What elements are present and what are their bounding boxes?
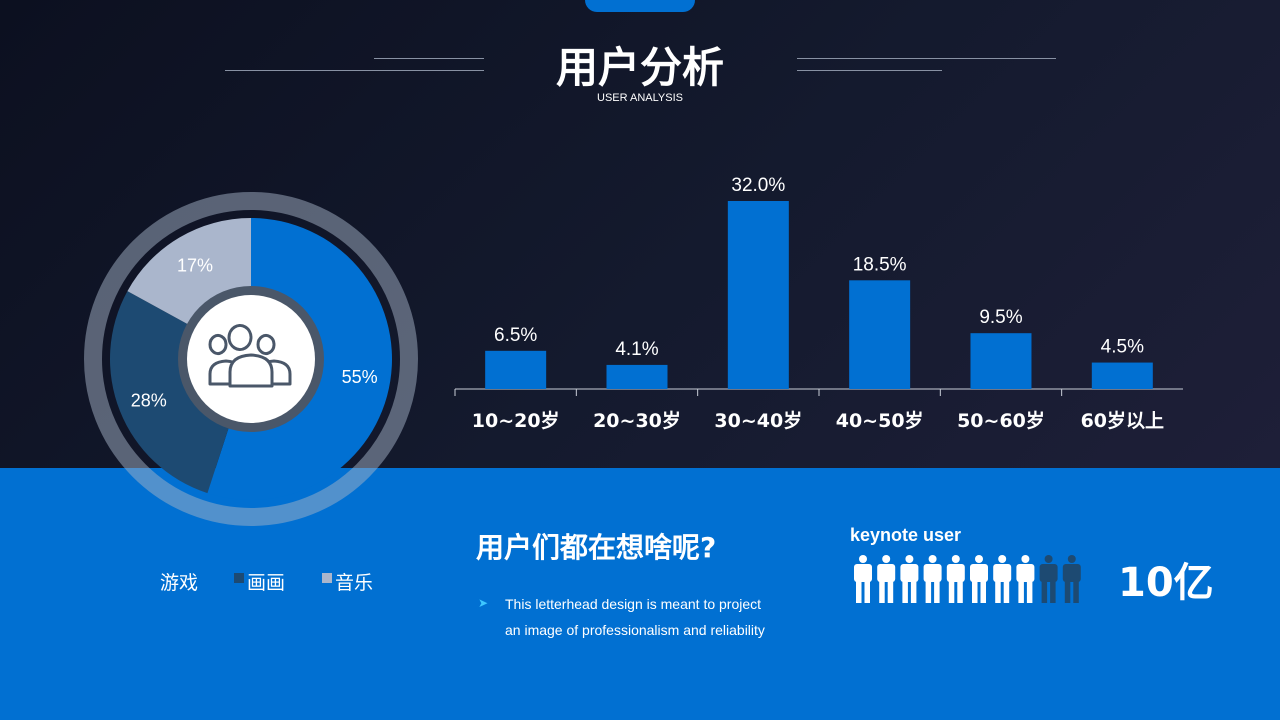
users-icon [208,324,292,388]
donut-slice-2 [127,218,251,326]
category-tick-label-1: 20~30岁 [593,409,681,432]
question-title: 用户们都在想啥呢? [476,531,717,564]
legend-label: 画画 [247,572,286,594]
bar-value-label-4: 9.5% [979,307,1022,328]
person-icon [946,555,965,603]
category-tick-label-3: 40~50岁 [836,409,924,432]
legend-label: 游戏 [160,572,199,594]
page-title: 用户分析 [555,43,724,92]
bar-value-label-2: 32.0% [731,175,785,196]
donut-slice-label-0: 55% [342,367,378,387]
bar-value-label-1: 4.1% [615,339,658,360]
question-text-line1: This letterhead design is meant to proje… [505,596,762,612]
person-icon [877,555,896,603]
legend-label: 音乐 [335,572,374,594]
person-icon [1016,555,1035,603]
title-line-left-short [374,58,484,59]
legend-swatch [234,573,244,583]
question-text-line2: an image of professionalism and reliabil… [505,622,765,638]
person-icon [854,555,872,603]
bar-3 [849,280,911,389]
category-tick-label-4: 50~60岁 [957,409,1045,432]
title-line-left-long [225,70,484,71]
title-line-right-long [797,58,1056,59]
legend-item-draw: 画画 [234,568,285,595]
person-icon [923,555,942,603]
legend-swatch [322,573,332,583]
bar-1 [606,364,668,389]
person-icon [1039,555,1058,603]
person-icon [900,555,919,603]
category-tick-label-2: 30~40岁 [714,409,802,432]
donut-slice-label-1: 28% [131,390,167,410]
top-tab [585,0,695,12]
bar-4 [970,333,1032,389]
keynote-label: keynote user [850,525,962,545]
donut-outer-ring [84,192,418,526]
category-tick-label-0: 10~20岁 [472,409,560,432]
person-icon [1062,555,1081,603]
person-icon [970,555,988,603]
bar-value-label-0: 6.5% [494,325,537,346]
legend-item-game: 游戏 [160,568,198,595]
title-line-right-short [797,70,942,71]
bar-5 [1091,362,1153,389]
arrow-bullet-icon: ➤ [478,596,489,610]
legend-item-music: 音乐 [322,568,373,595]
bar-2 [727,201,789,389]
page-subtitle: USER ANALYSIS [597,92,683,104]
bar-value-label-5: 4.5% [1101,337,1144,358]
bar-value-label-3: 18.5% [853,254,907,275]
donut-slice-label-2: 17% [177,255,213,275]
bar-0 [485,350,547,389]
person-icon [993,555,1012,603]
keynote-value: 10亿 [1118,560,1214,606]
question-text: This letterhead design is meant to proje… [505,591,815,643]
category-tick-label-5: 60岁以上 [1081,409,1164,432]
donut-slice-1 [110,291,230,494]
